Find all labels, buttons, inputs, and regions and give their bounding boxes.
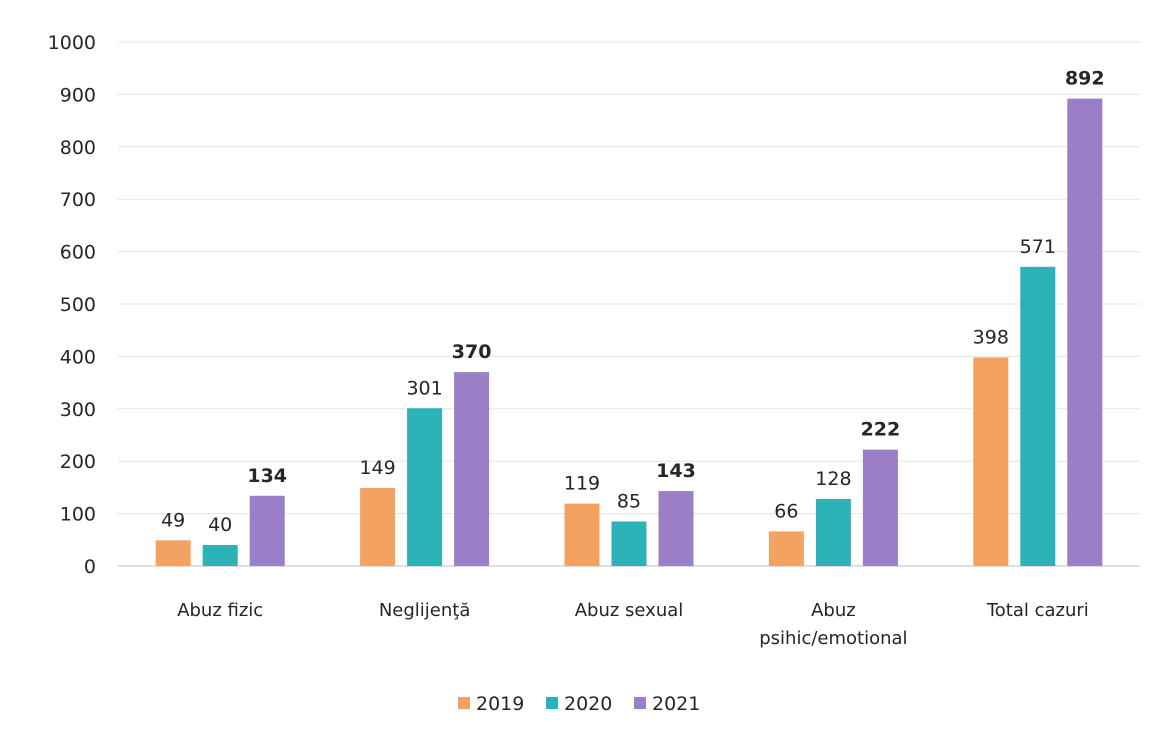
y-tick-label: 0 <box>84 556 96 578</box>
bar-2019 <box>360 487 396 566</box>
bar-2020 <box>815 498 851 566</box>
data-label-2020: 571 <box>1020 236 1056 258</box>
data-label-2019: 398 <box>973 326 1009 348</box>
data-labels: 49 40 134 149 301 370 119 85 143 66 128 222 398 571 89… <box>161 68 1105 536</box>
data-label-2021: 370 <box>452 341 492 363</box>
y-tick-label: 300 <box>60 399 96 421</box>
category-label: Neglijenţă <box>379 600 471 621</box>
y-tick-label: 600 <box>60 242 96 264</box>
bar-2020 <box>202 545 238 566</box>
x-axis-categories: Abuz fizic Neglijenţă Abuz sexual Abuz psihi… <box>177 600 1089 649</box>
category-label: Abuz sexual <box>575 600 684 621</box>
legend: 2019 2020 2021 <box>458 693 700 715</box>
bar-2021 <box>658 491 694 566</box>
legend-swatch-2019 <box>458 697 470 709</box>
bar-2019 <box>155 540 191 566</box>
bar-2021 <box>1067 98 1103 566</box>
legend-label-2020: 2020 <box>564 693 612 715</box>
data-label-2019: 149 <box>359 457 395 479</box>
y-tick-label: 900 <box>60 84 96 106</box>
gridlines <box>118 41 1140 567</box>
y-tick-label: 400 <box>60 346 96 368</box>
bar-2020 <box>407 408 443 566</box>
y-tick-label: 100 <box>60 504 96 526</box>
y-tick-label: 200 <box>60 451 96 473</box>
bar-2019 <box>973 357 1009 566</box>
bar-2021 <box>862 449 898 566</box>
bar-2020 <box>1020 266 1056 566</box>
data-label-2020: 40 <box>208 514 232 536</box>
data-label-2020: 128 <box>815 468 851 490</box>
category-label: Abuz fizic <box>177 600 263 621</box>
bar-2019 <box>564 503 600 566</box>
legend-label-2019: 2019 <box>476 693 524 715</box>
legend-swatch-2021 <box>634 697 646 709</box>
data-label-2019: 119 <box>564 473 600 495</box>
data-label-2021: 134 <box>247 465 287 487</box>
y-tick-label: 500 <box>60 294 96 316</box>
data-label-2021: 892 <box>1065 68 1105 90</box>
bars <box>155 98 1103 566</box>
data-label-2020: 85 <box>617 490 641 512</box>
category-label: Abuz psihic/emotional <box>759 600 907 649</box>
data-label-2021: 222 <box>861 419 901 441</box>
bar-2021 <box>454 372 490 566</box>
y-tick-label: 1000 <box>48 32 96 54</box>
data-label-2019: 49 <box>161 509 185 531</box>
bar-2020 <box>611 521 647 566</box>
legend-swatch-2020 <box>546 697 558 709</box>
data-label-2019: 66 <box>774 500 798 522</box>
y-axis-ticks: 0 100 200 300 400 500 600 700 800 900 1000 <box>48 32 96 578</box>
y-tick-label: 800 <box>60 137 96 159</box>
data-label-2020: 301 <box>406 377 442 399</box>
y-tick-label: 700 <box>60 189 96 211</box>
bar-2021 <box>249 495 285 566</box>
data-label-2021: 143 <box>656 460 696 482</box>
legend-label-2021: 2021 <box>652 693 700 715</box>
category-label: Total cazuri <box>986 600 1089 621</box>
bar-2019 <box>768 531 804 566</box>
